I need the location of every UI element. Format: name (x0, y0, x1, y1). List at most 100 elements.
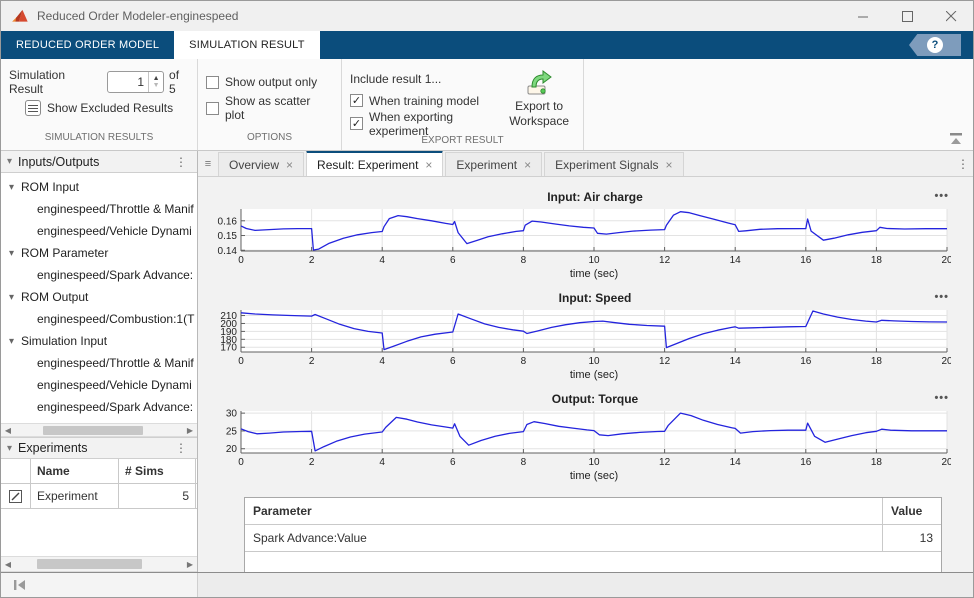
x-axis-label: time (sec) (569, 268, 619, 280)
spin-down-icon[interactable]: ▼ (152, 82, 160, 89)
section-simulation-results: Simulation Result 1 ▲ ▼ of 5 Show Exclud… (1, 59, 198, 150)
tab-label: Result: Experiment (317, 157, 419, 172)
close-tab-icon[interactable]: × (665, 157, 673, 172)
inputs-outputs-tree: ▾ ROM Input enginespeed/Throttle & Manif … (1, 173, 197, 423)
collapse-left-panel-icon[interactable] (13, 579, 27, 591)
simulation-result-value[interactable]: 1 (137, 75, 145, 89)
close-tab-icon[interactable]: × (524, 157, 532, 172)
expand-icon[interactable]: ▾ (9, 335, 15, 347)
svg-text:0.15: 0.15 (218, 231, 238, 242)
include-result-label: Include result 1... (350, 72, 442, 86)
chart-options-icon[interactable]: ••• (934, 291, 949, 303)
export-to-workspace-button[interactable]: Export to Workspace (503, 69, 575, 135)
tab-label: Experiment (456, 157, 518, 172)
help-button[interactable]: ? (909, 34, 961, 56)
tree-item-rom-output[interactable]: ▾ ROM Output (1, 286, 197, 308)
ribbon-tab-bar: REDUCED ORDER MODEL SIMULATION RESULT ? (1, 31, 973, 59)
show-excluded-results-button[interactable]: Show Excluded Results (47, 101, 174, 115)
parameter-value-cell[interactable]: 13 (919, 531, 933, 545)
tree-item-simulation-input[interactable]: ▾ Simulation Input (1, 330, 197, 352)
experiments-menu-icon[interactable]: ⋮ (175, 441, 187, 455)
expand-icon[interactable]: ▾ (9, 247, 15, 259)
name-column-header: Name (31, 459, 119, 483)
simulation-result-spinner[interactable]: 1 ▲ ▼ (107, 71, 165, 93)
experiment-name-cell[interactable]: Experiment (31, 484, 119, 508)
tree-item[interactable]: enginespeed/Vehicle Dynami (1, 220, 197, 242)
tree-item-rom-parameter[interactable]: ▾ ROM Parameter (1, 242, 197, 264)
maximize-button[interactable] (885, 1, 929, 31)
scroll-left-icon[interactable]: ◀ (4, 425, 12, 435)
tree-item[interactable]: enginespeed/Spark Advance: (1, 396, 197, 418)
close-button[interactable] (929, 1, 973, 31)
tree-item[interactable]: enginespeed/Spark Advance: (1, 264, 197, 286)
scrollbar-thumb[interactable] (37, 559, 142, 569)
section-options: Show output only Show as scatter plot OP… (198, 59, 342, 150)
tab-experiment[interactable]: Experiment × (445, 152, 543, 176)
chart-title: Output: Torque (551, 392, 639, 406)
scroll-left-icon[interactable]: ◀ (4, 559, 12, 569)
tree-item[interactable]: enginespeed/Throttle & Manif (1, 198, 197, 220)
edit-experiment-icon[interactable] (9, 489, 22, 503)
scroll-right-icon[interactable]: ▶ (186, 559, 194, 569)
parameter-row[interactable]: Spark Advance:Value 13 (245, 525, 941, 552)
inputs-outputs-menu-icon[interactable]: ⋮ (175, 154, 187, 169)
section-label-export-result: EXPORT RESULT (421, 135, 504, 146)
air-charge-plot[interactable]: 0 2 4 6 8 10 12 14 16 18 20 0.14 0.15 0.16 (211, 207, 953, 266)
scroll-right-icon[interactable]: ▶ (186, 425, 194, 435)
show-as-scatter-plot-checkbox[interactable] (206, 101, 219, 115)
svg-text:10: 10 (588, 255, 600, 265)
tab-menu-icon[interactable]: ⋮ (957, 156, 969, 171)
tree-item[interactable]: enginespeed/Combustion:1(T (1, 308, 197, 330)
show-as-scatter-plot-label[interactable]: Show as scatter plot (225, 94, 311, 122)
when-training-model-label[interactable]: When training model (369, 93, 480, 108)
svg-text:190: 190 (220, 327, 237, 338)
svg-text:4: 4 (379, 255, 385, 265)
expand-icon[interactable]: ▾ (9, 291, 15, 303)
edit-column-header (1, 459, 31, 483)
experiments-panel-header[interactable]: ▾ Experiments ⋮ (1, 437, 197, 459)
parameter-name-cell[interactable]: Spark Advance:Value (245, 525, 883, 551)
when-exporting-experiment-checkbox[interactable]: ✓ (350, 117, 363, 130)
tab-overview[interactable]: Overview × (218, 152, 305, 176)
parameter-empty-row (245, 552, 941, 573)
inputs-outputs-title: Inputs/Outputs (18, 154, 100, 169)
experiment-row[interactable]: Experiment 5 (1, 484, 197, 509)
tree-item-label: ROM Parameter (21, 246, 109, 260)
svg-text:16: 16 (800, 457, 812, 467)
expand-icon[interactable]: ▾ (9, 181, 15, 193)
tree-horizontal-scrollbar[interactable]: ◀ ▶ (1, 423, 197, 437)
toolstrip: Simulation Result 1 ▲ ▼ of 5 Show Exclud… (1, 59, 973, 151)
torque-plot[interactable]: 0 2 4 6 8 10 12 14 16 18 20 20 25 30 (211, 409, 953, 468)
ribbon-tab-simulation-result[interactable]: SIMULATION RESULT (174, 31, 320, 59)
tab-list-icon[interactable]: ≡ (204, 157, 212, 170)
scrollbar-thumb[interactable] (43, 426, 143, 435)
collapse-panel-icon[interactable]: ▾ (7, 156, 13, 167)
tree-item[interactable]: enginespeed/Throttle & Manif (1, 352, 197, 374)
tree-item[interactable]: enginespeed/Vehicle Dynami (1, 374, 197, 396)
minimize-button[interactable] (841, 1, 885, 31)
inputs-outputs-panel-header[interactable]: ▾ Inputs/Outputs ⋮ (1, 151, 197, 173)
tab-experiment-signals[interactable]: Experiment Signals × (544, 152, 684, 176)
spin-up-icon[interactable]: ▲ (152, 75, 160, 82)
collapse-toolstrip-icon[interactable] (947, 132, 965, 146)
show-output-only-checkbox[interactable] (206, 75, 219, 89)
experiment-sims-cell[interactable]: 5 (119, 484, 196, 508)
collapse-panel-icon[interactable]: ▾ (7, 442, 13, 454)
close-tab-icon[interactable]: × (425, 157, 433, 172)
tree-item-label: enginespeed/Spark Advance: (37, 268, 194, 282)
svg-text:10: 10 (588, 356, 600, 366)
when-exporting-experiment-label[interactable]: When exporting experiment (369, 109, 454, 138)
show-output-only-label[interactable]: Show output only (225, 75, 318, 89)
tab-result-experiment[interactable]: Result: Experiment × (306, 150, 444, 176)
tree-item-rom-input[interactable]: ▾ ROM Input (1, 176, 197, 198)
chart-options-icon[interactable]: ••• (934, 190, 949, 202)
svg-text:4: 4 (379, 356, 385, 366)
when-training-model-checkbox[interactable]: ✓ (350, 94, 363, 107)
svg-text:0: 0 (238, 457, 244, 467)
ribbon-tab-reduced-order-model[interactable]: REDUCED ORDER MODEL (16, 39, 160, 51)
chart-options-icon[interactable]: ••• (934, 392, 949, 404)
experiments-horizontal-scrollbar[interactable]: ◀ ▶ (1, 556, 197, 572)
svg-text:10: 10 (588, 457, 600, 467)
close-tab-icon[interactable]: × (286, 157, 294, 172)
